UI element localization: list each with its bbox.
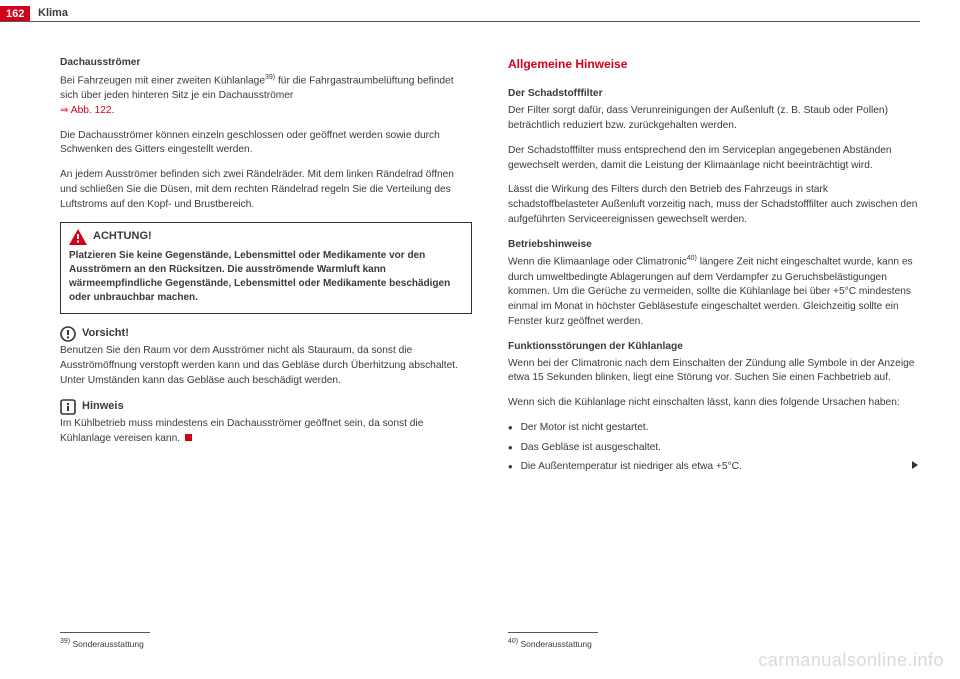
caution-title: Vorsicht! [82,326,129,342]
note-body: Im Kühlbetrieb muss mindestens ein Dacha… [60,417,472,447]
watermark: carmanualsonline.info [758,650,944,671]
figure-ref: ⇒ Abb. 122 [60,105,112,116]
text: Die Außentemperatur ist niedriger als et… [521,461,742,472]
footnote-40: 40) Sonderausstattung [508,638,592,649]
warning-box: ACHTUNG! Platzieren Sie keine Gegenständ… [60,222,472,314]
left-column: Dachausströmer Bei Fahrzeugen mit einer … [60,56,472,481]
header-title: Klima [38,7,68,19]
subhead-betriebshinweise: Betriebshinweise [508,238,920,253]
subhead-schadstofffilter: Der Schadstofffilter [508,87,920,102]
warning-body: Platzieren Sie keine Gegenstände, Lebens… [69,249,463,305]
note-header: Hinweis [60,399,472,415]
bullet-icon: • [508,441,513,456]
para: Bei Fahrzeugen mit einer zweiten Kühlanl… [60,73,472,119]
para: Lässt die Wirkung des Filters durch den … [508,183,920,227]
warning-triangle-icon [69,229,87,245]
para: Wenn bei der Climatronic nach dem Einsch… [508,357,920,387]
caution-circle-icon [60,326,76,342]
footnote-ref-39: 39) [265,74,275,81]
continue-arrow-icon [910,460,920,476]
content-area: Dachausströmer Bei Fahrzeugen mit einer … [60,56,920,481]
para: An jedem Ausströmer befinden sich zwei R… [60,168,472,212]
warning-title: ACHTUNG! [93,229,152,245]
info-square-icon [60,399,76,415]
footnote-ref-40: 40) [687,255,697,262]
end-of-section-icon [185,434,192,441]
para: Die Dachausströmer können einzeln geschl… [60,129,472,159]
text: . [112,105,115,116]
bullet-icon: • [508,460,513,476]
text: Der Motor ist nicht gestartet. [521,421,649,436]
caution-body: Benutzen Sie den Raum vor dem Ausströmer… [60,344,472,388]
footnote-text: Sonderausstattung [73,639,144,649]
para: Wenn sich die Kühlanlage nicht einschalt… [508,396,920,411]
list-item: • Das Gebläse ist ausgeschaltet. [508,441,920,456]
page-number: 162 [0,6,30,22]
subhead-funktionsstoerungen: Funktionsstörungen der Kühlanlage [508,340,920,355]
right-column: Allgemeine Hinweise Der Schadstofffilter… [508,56,920,481]
text: Im Kühlbetrieb muss mindestens ein Dacha… [60,418,423,444]
footnote-sup: 40) [508,638,518,645]
footnote-rule [508,632,598,633]
para: Der Schadstofffilter muss entsprechend d… [508,144,920,174]
footnote-sup: 39) [60,638,70,645]
text: Die Außentemperatur ist niedriger als et… [521,460,920,476]
subhead-dachausstroemer: Dachausströmer [60,56,472,71]
note-title: Hinweis [82,399,124,415]
footnote-39: 39) Sonderausstattung [60,638,144,649]
para: Der Filter sorgt dafür, dass Verunreinig… [508,104,920,134]
text: Das Gebläse ist ausgeschaltet. [521,441,661,456]
bullet-icon: • [508,421,513,436]
header-rule [0,21,920,22]
para: Wenn die Klimaanlage oder Climatronic40)… [508,254,920,329]
footnote-text: Sonderausstattung [521,639,592,649]
text: Bei Fahrzeugen mit einer zweiten Kühlanl… [60,75,265,86]
text: Wenn die Klimaanlage oder Climatronic [508,257,687,268]
list-item: • Die Außentemperatur ist niedriger als … [508,460,920,476]
footnote-rule [60,632,150,633]
caution-header: Vorsicht! [60,326,472,342]
section-title: Allgemeine Hinweise [508,56,920,73]
warning-header: ACHTUNG! [69,229,463,245]
bullet-list: • Der Motor ist nicht gestartet. • Das G… [508,421,920,476]
list-item: • Der Motor ist nicht gestartet. [508,421,920,436]
